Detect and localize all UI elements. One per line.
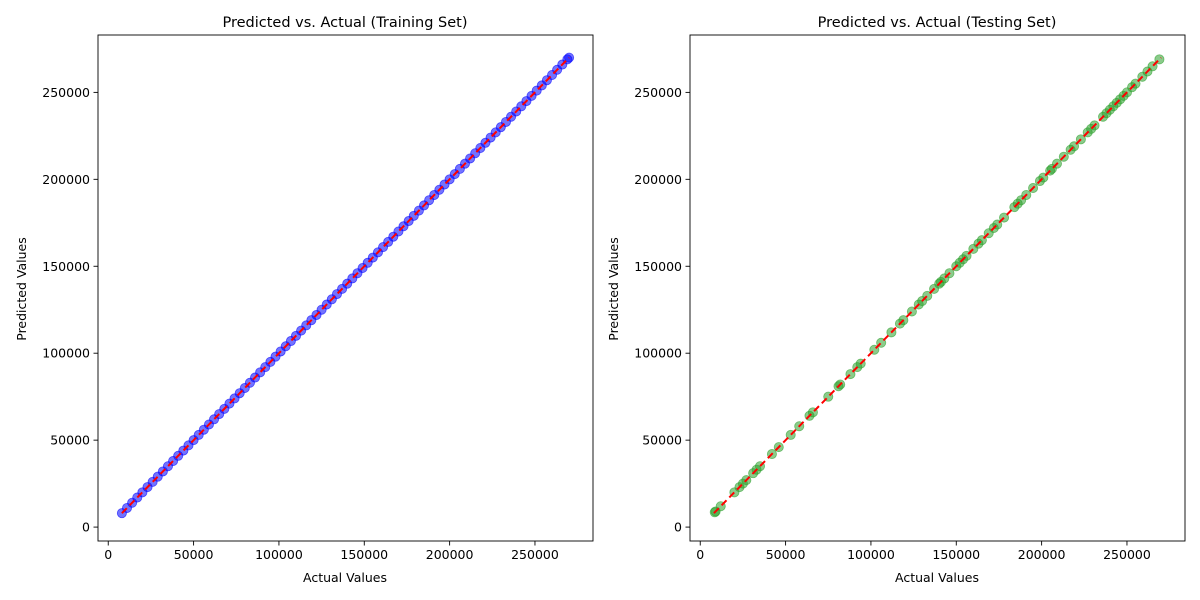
training-y-tick-label: 150000 [42,259,90,274]
testing-y-tick-label: 100000 [634,346,682,361]
training-y-axis-label: Predicted Values [14,237,29,341]
training-reference-line [121,56,570,514]
training-x-tick-label: 50000 [174,547,214,562]
testing-y-tick-label: 50000 [642,433,682,448]
training-y-tick-label: 100000 [42,346,90,361]
testing-x-tick-label: 0 [696,547,704,562]
testing-x-axis-label: Actual Values [895,570,979,585]
training-data-point [564,52,575,63]
testing-x-tick-label: 50000 [766,547,806,562]
training-x-tick-label: 200000 [426,547,474,562]
testing-y-axis-label: Predicted Values [606,237,621,341]
training-x-axis-label: Actual Values [303,570,387,585]
training-x-tick-label: 250000 [511,547,559,562]
testing-y-tick-label: 250000 [634,85,682,100]
testing-y-tick-label: 150000 [634,259,682,274]
testing-x-tick-label: 150000 [932,547,980,562]
training-axes-frame [97,34,594,542]
testing-x-tick-label: 100000 [847,547,895,562]
testing-reference-line [713,56,1162,514]
training-y-tick-label: 50000 [50,433,90,448]
testing-x-tick-label: 200000 [1018,547,1066,562]
testing-axes-frame [689,34,1186,542]
testing-chart-title: Predicted vs. Actual (Testing Set) [818,15,1057,31]
training-y-tick-label: 250000 [42,85,90,100]
training-x-tick-label: 100000 [255,547,303,562]
training-chart-panel: Predicted vs. Actual (Training Set) Actu… [14,15,594,585]
testing-x-tick-label: 250000 [1103,547,1151,562]
training-y-tick-label: 0 [82,520,90,535]
training-chart-title: Predicted vs. Actual (Training Set) [222,15,467,31]
training-x-tick-label: 150000 [340,547,388,562]
testing-y-tick-label: 200000 [634,172,682,187]
testing-y-tick-label: 0 [674,520,682,535]
training-x-tick-label: 0 [104,547,112,562]
training-y-tick-label: 200000 [42,172,90,187]
testing-chart-panel: Predicted vs. Actual (Testing Set) Actua… [606,15,1186,585]
